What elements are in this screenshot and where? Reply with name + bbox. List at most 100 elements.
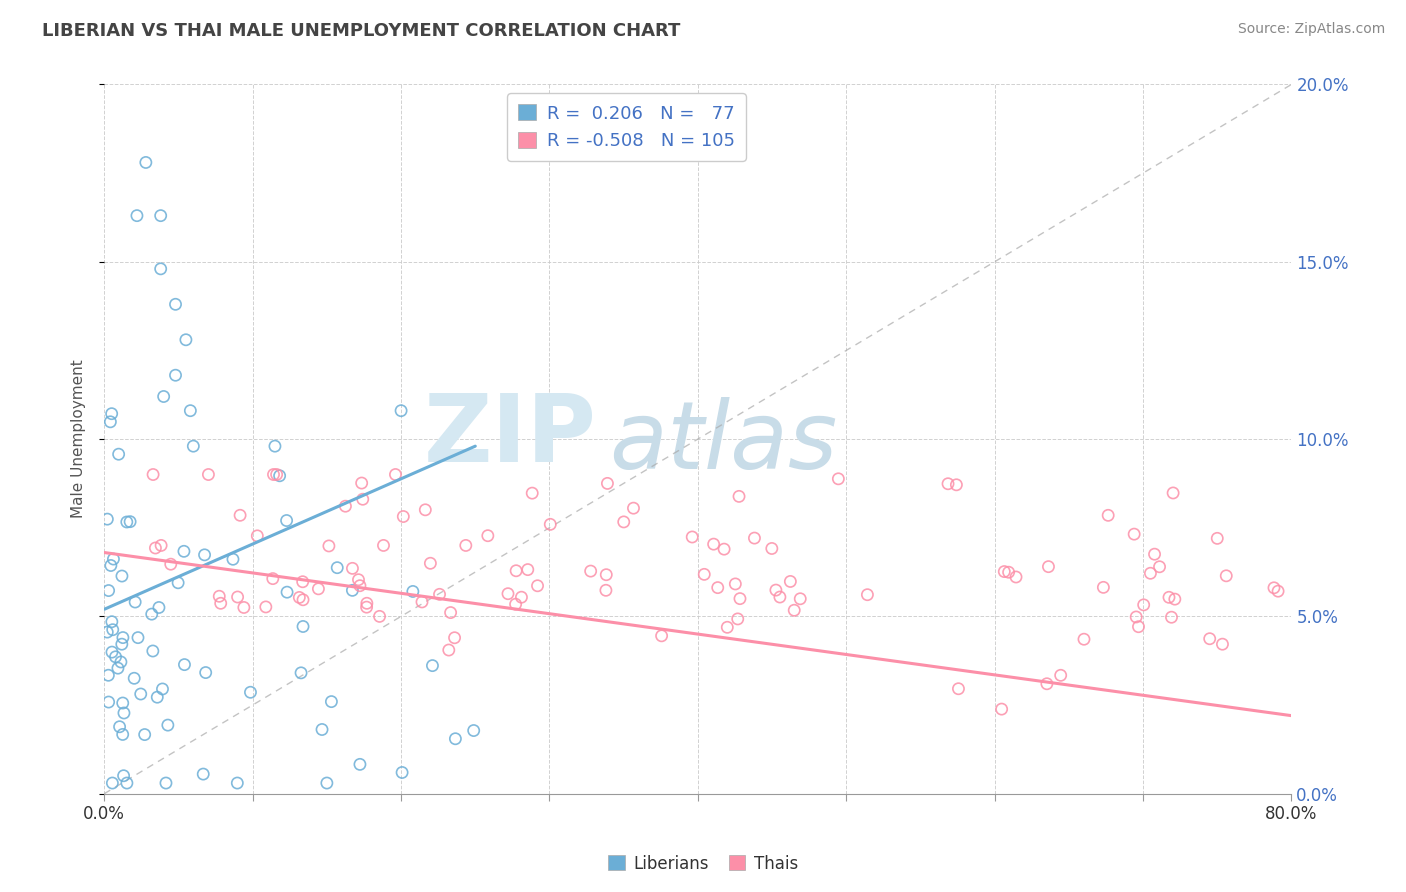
Point [496,587,519,601]
Point [307,582,329,596]
Point [167,575,190,590]
Point [173,657,195,672]
Point [262,572,284,586]
Point [174,333,197,347]
Point [411,595,433,609]
Point [1125,610,1147,624]
Point [165,368,187,383]
Point [112,706,135,720]
Point [149,261,172,276]
Point [1206,532,1229,546]
Point [439,606,461,620]
Point [728,591,751,606]
Point [463,723,485,738]
Point [183,439,205,453]
Point [693,567,716,582]
Point [145,541,167,555]
Point [173,544,195,558]
Point [716,620,738,634]
Point [115,515,138,529]
Text: atlas: atlas [609,397,837,488]
Point [107,661,129,675]
Text: Source: ZipAtlas.com: Source: ZipAtlas.com [1237,22,1385,37]
Point [510,591,533,605]
Point [1132,598,1154,612]
Point [356,596,378,610]
Point [443,631,465,645]
Point [350,476,373,491]
Point [623,501,645,516]
Point [1198,632,1220,646]
Point [229,508,252,523]
Point [311,723,333,737]
Point [152,390,174,404]
Point [254,599,277,614]
Point [727,612,749,626]
Point [789,591,811,606]
Point [120,515,142,529]
Point [318,539,340,553]
Point [194,665,217,680]
Point [1139,566,1161,581]
Point [226,590,249,604]
Point [444,731,467,746]
Point [342,583,364,598]
Point [110,655,132,669]
Point [111,569,134,583]
Point [129,687,152,701]
Point [150,538,173,552]
Point [703,537,725,551]
Legend: R =  0.206   N =   77, R = -0.508   N = 105: R = 0.206 N = 77, R = -0.508 N = 105 [508,94,747,161]
Point [993,565,1015,579]
Point [579,564,602,578]
Point [134,728,156,742]
Point [321,695,343,709]
Point [505,564,527,578]
Point [141,607,163,621]
Point [651,629,673,643]
Point [1157,591,1180,605]
Point [101,623,124,637]
Point [96,625,118,640]
Point [122,671,145,685]
Point [595,567,617,582]
Point [197,467,219,482]
Point [266,467,288,482]
Point [422,658,444,673]
Point [384,467,406,482]
Point [291,574,314,589]
Point [997,565,1019,579]
Point [179,403,201,417]
Point [276,514,298,528]
Point [342,561,364,575]
Point [165,297,187,311]
Point [115,776,138,790]
Point [127,631,149,645]
Point [1038,559,1060,574]
Point [429,587,451,601]
Point [419,556,441,570]
Y-axis label: Male Unemployment: Male Unemployment [72,359,86,518]
Point [208,589,231,603]
Point [152,681,174,696]
Point [681,530,703,544]
Point [1164,592,1187,607]
Point [269,468,291,483]
Legend: Liberians, Thais: Liberians, Thais [602,848,804,880]
Point [1215,569,1237,583]
Point [97,668,120,682]
Point [392,509,415,524]
Point [107,447,129,461]
Point [368,609,391,624]
Point [936,476,959,491]
Point [391,765,413,780]
Point [101,615,124,629]
Point [142,644,165,658]
Point [373,538,395,552]
Point [100,415,122,429]
Point [402,584,425,599]
Point [437,643,460,657]
Point [1036,677,1059,691]
Point [1073,632,1095,647]
Point [209,596,232,610]
